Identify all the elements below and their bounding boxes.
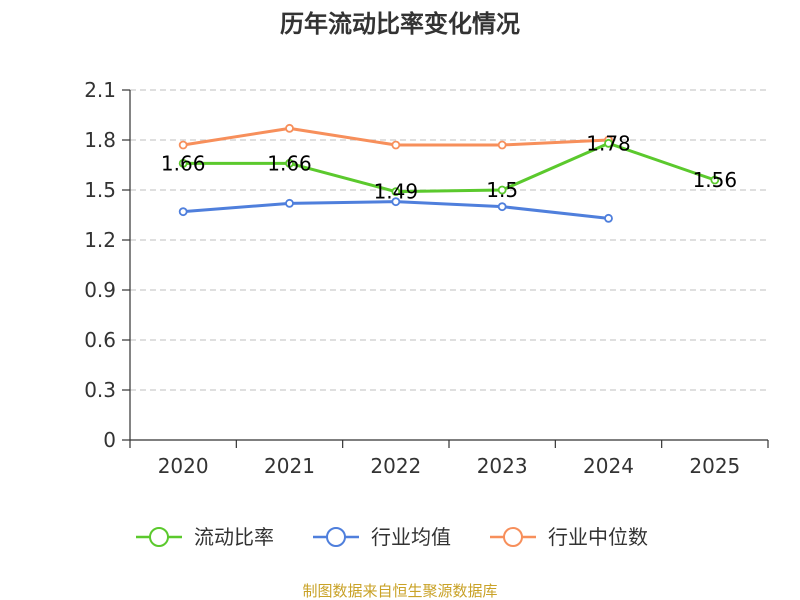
x-tick-label: 2023 (477, 454, 528, 478)
data-point (497, 185, 507, 195)
data-point (285, 198, 294, 208)
data-label: 1.49 (374, 180, 419, 204)
data-labels: 1.66 1.66 1.49 1.5 1.78 1.56 (161, 131, 737, 203)
data-label: 1.66 (267, 151, 312, 175)
y-tick-label: 0.9 (84, 278, 116, 302)
data-point (604, 138, 613, 148)
legend-label: 行业均值 (371, 525, 451, 549)
data-point (178, 207, 188, 217)
data-point (710, 175, 720, 185)
source-note: 制图数据来自恒生聚源数据库 (302, 582, 497, 600)
data-point (178, 158, 188, 168)
data-point (391, 140, 401, 150)
y-tick-label: 2.1 (84, 78, 116, 102)
legend-marker (326, 527, 346, 547)
data-label: 1.66 (161, 151, 206, 175)
legend-marker (503, 527, 523, 547)
data-point (178, 140, 188, 150)
data-label: 1.56 (693, 168, 738, 192)
data-point (497, 202, 507, 212)
series-1 (178, 197, 613, 223)
legend-item-0: 流动比率 (136, 525, 274, 549)
y-tick-label: 0.6 (84, 328, 116, 352)
series-2 (178, 123, 613, 150)
x-tick-label: 2025 (689, 454, 740, 478)
data-point (391, 197, 401, 207)
data-point (497, 140, 507, 150)
series-lines (178, 123, 720, 223)
legend-item-1: 行业均值 (313, 525, 451, 549)
series-0 (178, 138, 720, 197)
y-tick-label: 0.3 (84, 378, 116, 402)
x-tick-label: 2024 (583, 454, 634, 478)
data-point (391, 187, 401, 197)
grid-lines (130, 89, 768, 391)
data-point (285, 158, 294, 168)
data-point (285, 123, 294, 133)
x-tick-label: 2020 (158, 454, 209, 478)
y-tick-label: 1.8 (84, 128, 116, 152)
legend-label: 流动比率 (194, 525, 274, 549)
legend-marker (149, 527, 169, 547)
series-line (183, 141, 716, 194)
legend: 流动比率 行业均值 行业中位数 (136, 525, 648, 549)
data-label: 1.5 (486, 178, 518, 202)
x-tick-label: 2022 (370, 454, 421, 478)
y-tick-label: 1.2 (84, 228, 116, 252)
data-label: 1.78 (586, 131, 631, 155)
y-tick-label: 1.5 (84, 178, 116, 202)
data-point (604, 213, 613, 223)
legend-label: 行业中位数 (548, 525, 648, 549)
y-tick-label: 0 (103, 428, 116, 452)
chart-title: 历年流动比率变化情况 (280, 10, 520, 38)
legend-item-2: 行业中位数 (490, 525, 648, 549)
axes: 0 0.3 0.6 0.9 1.2 1.5 1.8 2.1 2020 2021 2022 2023 20… (84, 78, 769, 478)
x-tick-label: 2021 (264, 454, 315, 478)
